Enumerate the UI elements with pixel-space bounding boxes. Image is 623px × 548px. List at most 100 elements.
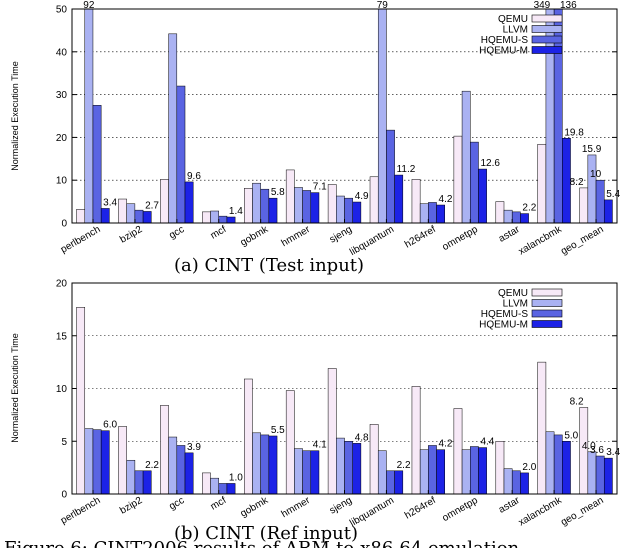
x-tick-label: sjeng xyxy=(328,495,354,516)
bar-llvm-libquantum xyxy=(377,8,387,224)
bar-hqemu-m-omnetpp xyxy=(478,447,487,495)
bar-hqemu-m-perlbench xyxy=(100,208,110,224)
x-tick-label: mcf xyxy=(209,224,229,242)
legend-swatch xyxy=(531,288,563,297)
data-label: 4.9 xyxy=(355,191,369,202)
bar-llvm-perlbench xyxy=(84,8,94,224)
bar-llvm-geo_mean xyxy=(587,154,597,224)
bar-qemu-astar xyxy=(495,441,505,495)
y-tick-label: 30 xyxy=(56,90,68,101)
legend-label: LLVM xyxy=(503,299,528,310)
plot-frame xyxy=(71,282,618,495)
bar-hqemu-s-omnetpp xyxy=(470,141,479,224)
bar-hqemu-m-hmmer xyxy=(310,450,320,495)
x-tick-label: bzip2 xyxy=(118,224,145,246)
data-label: 19.8 xyxy=(564,127,584,138)
data-label: 15.9 xyxy=(582,144,602,155)
x-tick-label: gobmk xyxy=(239,495,271,520)
data-label: 9.6 xyxy=(187,171,201,182)
data-label: 2.7 xyxy=(145,200,159,211)
bar-hqemu-s-h264ref xyxy=(428,445,437,495)
data-label: 5.5 xyxy=(271,425,285,436)
bar-hqemu-m-astar xyxy=(520,472,529,495)
x-tick-label: omnetpp xyxy=(441,224,481,253)
bar-qemu-xalancbmk xyxy=(537,143,547,224)
data-label: 5.4 xyxy=(606,189,620,200)
bar-hqemu-s-astar xyxy=(511,211,521,224)
bar-hqemu-m-h264ref xyxy=(436,204,445,224)
bar-qemu-h264ref xyxy=(411,386,421,495)
bar-qemu-omnetpp xyxy=(453,408,463,495)
bar-llvm-perlbench xyxy=(84,428,94,495)
data-label: 3.6 xyxy=(590,445,604,456)
bar-hqemu-m-sjeng xyxy=(352,201,362,224)
data-label: 7.1 xyxy=(313,182,327,193)
bar-hqemu-m-bzip2 xyxy=(142,211,152,224)
legend-swatch xyxy=(531,35,563,44)
data-label: 92 xyxy=(83,0,95,11)
bar-qemu-perlbench xyxy=(76,209,86,224)
bar-hqemu-m-perlbench xyxy=(100,430,110,495)
x-tick-label: mcf xyxy=(209,495,229,513)
x-tick-label: h264ref xyxy=(403,495,438,522)
bar-hqemu-s-gcc xyxy=(176,445,186,495)
bar-qemu-libquantum xyxy=(369,424,379,495)
bar-hqemu-s-sjeng xyxy=(344,441,353,495)
y-tick-label: 40 xyxy=(56,47,68,58)
x-tick-label: hmmer xyxy=(280,495,313,520)
bar-llvm-sjeng xyxy=(336,437,345,495)
bar-hqemu-m-gcc xyxy=(184,181,194,224)
bar-hqemu-m-h264ref xyxy=(436,449,445,495)
bar-hqemu-s-perlbench xyxy=(92,105,102,224)
bar-hqemu-s-hmmer xyxy=(302,450,312,495)
data-label: 2.2 xyxy=(145,460,159,471)
data-label: 4.2 xyxy=(439,194,453,205)
data-label: 3.4 xyxy=(606,447,620,458)
bar-hqemu-s-astar xyxy=(511,470,521,495)
bar-llvm-omnetpp xyxy=(461,90,471,224)
bar-hqemu-m-sjeng xyxy=(352,443,362,495)
figure-footer-text: Figure 6: CINT2006 results of ARM-to-x86… xyxy=(4,538,525,548)
bar-qemu-sjeng xyxy=(327,184,337,224)
data-label: 5.0 xyxy=(564,430,578,441)
bar-qemu-gobmk xyxy=(244,188,253,224)
y-tick-label: 15 xyxy=(56,331,68,342)
data-label: 4.8 xyxy=(355,432,369,443)
data-label: 10 xyxy=(590,169,602,180)
bar-hqemu-m-hmmer xyxy=(310,192,320,224)
bar-hqemu-m-mcf xyxy=(226,216,236,224)
data-label: 12.6 xyxy=(480,158,500,169)
bar-hqemu-m-libquantum xyxy=(394,174,404,224)
bar-hqemu-s-gcc xyxy=(176,85,186,224)
x-tick-label: omnetpp xyxy=(441,495,481,524)
bar-hqemu-s-omnetpp xyxy=(470,446,479,495)
figure-caption: (a) CINT (Test input) xyxy=(174,255,364,276)
bar-qemu-bzip2 xyxy=(118,426,127,495)
bar-hqemu-s-sjeng xyxy=(344,197,353,224)
y-tick-label: 0 xyxy=(61,490,67,501)
y-tick-label: 10 xyxy=(56,176,68,187)
bar-llvm-sjeng xyxy=(336,195,345,224)
y-tick-label: 10 xyxy=(56,384,68,395)
bar-llvm-bzip2 xyxy=(126,203,136,224)
bar-llvm-mcf xyxy=(210,477,219,495)
bar-hqemu-m-geo_mean xyxy=(603,457,613,495)
bar-qemu-gcc xyxy=(160,179,169,224)
bar-hqemu-s-libquantum xyxy=(386,129,395,224)
data-label: 4.0 xyxy=(582,441,596,452)
plot-frame xyxy=(71,8,618,224)
bar-hqemu-m-gobmk xyxy=(268,435,278,495)
x-tick-label: geo_mean xyxy=(559,224,605,257)
bar-llvm-gobmk xyxy=(252,182,261,224)
x-tick-label: gcc xyxy=(167,495,186,512)
bar-llvm-xalancbmk xyxy=(545,431,555,495)
x-tick-label: libquantum xyxy=(348,224,396,258)
bar-qemu-mcf xyxy=(202,472,211,495)
bar-hqemu-s-xalancbmk xyxy=(553,434,563,495)
legend-label: QEMU xyxy=(498,288,528,299)
legend-label: HQEMU-M xyxy=(479,320,528,331)
bar-hqemu-s-hmmer xyxy=(302,190,312,224)
legend-label: LLVM xyxy=(503,25,528,36)
bar-hqemu-m-astar xyxy=(520,213,529,224)
